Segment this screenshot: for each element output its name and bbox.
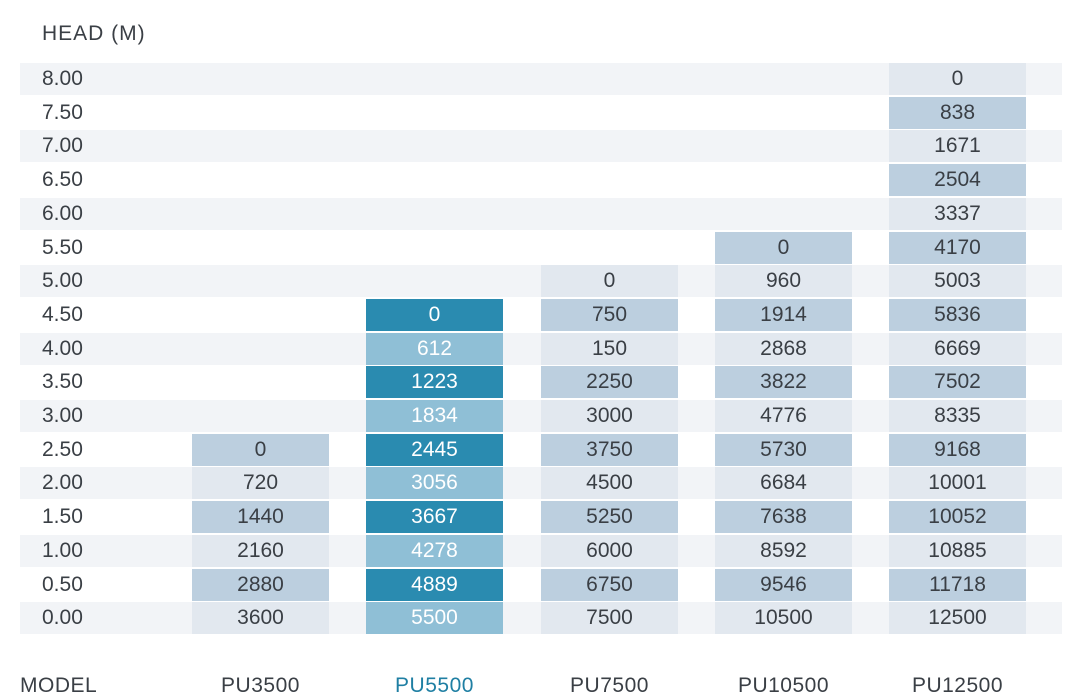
flow-cell: 4278 [366, 535, 503, 567]
table-row [20, 97, 1062, 129]
flow-cell: 7502 [889, 366, 1026, 398]
head-axis-label: HEAD (M) [42, 22, 146, 45]
flow-cell: 612 [366, 333, 503, 365]
flow-cell: 838 [889, 97, 1026, 129]
flow-cell: 960 [715, 265, 852, 297]
flow-cell: 4776 [715, 400, 852, 432]
head-value: 7.50 [42, 101, 83, 124]
flow-cell: 6000 [541, 535, 678, 567]
flow-cell: 3600 [192, 602, 329, 634]
flow-cell: 3337 [889, 198, 1026, 230]
flow-cell: 3667 [366, 501, 503, 533]
flow-cell: 2504 [889, 164, 1026, 196]
flow-cell: 2160 [192, 535, 329, 567]
flow-cell: 4170 [889, 232, 1026, 264]
model-name-pu10500: PU10500 [737, 674, 830, 697]
flow-cell: 1440 [192, 501, 329, 533]
model-name-pu7500: PU7500 [570, 674, 649, 697]
flow-cell: 7500 [541, 602, 678, 634]
model-name-pu12500: PU12500 [911, 674, 1004, 697]
flow-cell: 0 [889, 63, 1026, 95]
model-label: MODEL [20, 674, 98, 697]
head-value: 7.00 [42, 134, 83, 157]
head-value: 2.50 [42, 438, 83, 461]
flow-cell: 1671 [889, 130, 1026, 162]
head-value: 0.50 [42, 573, 83, 596]
model-name-pu5500: PU5500 [395, 674, 474, 697]
flow-cell: 2880 [192, 569, 329, 601]
table-row [20, 63, 1062, 95]
head-value: 0.00 [42, 606, 83, 629]
table-row [20, 198, 1062, 230]
flow-cell: 1223 [366, 366, 503, 398]
flow-cell: 0 [541, 265, 678, 297]
flow-cell: 9546 [715, 569, 852, 601]
flow-cell: 10885 [889, 535, 1026, 567]
head-value: 8.00 [42, 67, 83, 90]
head-value: 5.00 [42, 269, 83, 292]
head-value: 1.00 [42, 539, 83, 562]
flow-cell: 7638 [715, 501, 852, 533]
flow-cell: 2445 [366, 434, 503, 466]
flow-cell: 4500 [541, 467, 678, 499]
flow-cell: 720 [192, 467, 329, 499]
flow-cell: 3000 [541, 400, 678, 432]
flow-cell: 5836 [889, 299, 1026, 331]
flow-cell: 5250 [541, 501, 678, 533]
flow-cell: 3822 [715, 366, 852, 398]
flow-cell: 8592 [715, 535, 852, 567]
flow-cell: 12500 [889, 602, 1026, 634]
head-value: 3.00 [42, 404, 83, 427]
flow-cell: 5003 [889, 265, 1026, 297]
flow-cell: 10500 [715, 602, 852, 634]
flow-cell: 150 [541, 333, 678, 365]
head-value: 4.50 [42, 303, 83, 326]
flow-cell: 5500 [366, 602, 503, 634]
table-row [20, 232, 1062, 264]
head-value: 1.50 [42, 505, 83, 528]
model-name-pu3500: PU3500 [221, 674, 300, 697]
table-row [20, 164, 1062, 196]
flow-cell: 2868 [715, 333, 852, 365]
flow-cell: 0 [715, 232, 852, 264]
table-row [20, 130, 1062, 162]
flow-cell: 0 [192, 434, 329, 466]
head-value: 4.00 [42, 337, 83, 360]
flow-cell: 9168 [889, 434, 1026, 466]
flow-cell: 8335 [889, 400, 1026, 432]
head-value: 3.50 [42, 370, 83, 393]
flow-cell: 10001 [889, 467, 1026, 499]
flow-cell: 6669 [889, 333, 1026, 365]
flow-cell: 5730 [715, 434, 852, 466]
flow-cell: 750 [541, 299, 678, 331]
flow-cell: 4889 [366, 569, 503, 601]
flow-cell: 6684 [715, 467, 852, 499]
flow-cell: 11718 [889, 569, 1026, 601]
flow-cell: 1834 [366, 400, 503, 432]
flow-cell: 3750 [541, 434, 678, 466]
flow-cell: 2250 [541, 366, 678, 398]
flow-cell: 3056 [366, 467, 503, 499]
head-value: 6.00 [42, 202, 83, 225]
flow-cell: 6750 [541, 569, 678, 601]
head-value: 6.50 [42, 168, 83, 191]
head-value: 5.50 [42, 236, 83, 259]
head-value: 2.00 [42, 471, 83, 494]
flow-cell: 10052 [889, 501, 1026, 533]
flow-cell: 1914 [715, 299, 852, 331]
flow-cell: 0 [366, 299, 503, 331]
